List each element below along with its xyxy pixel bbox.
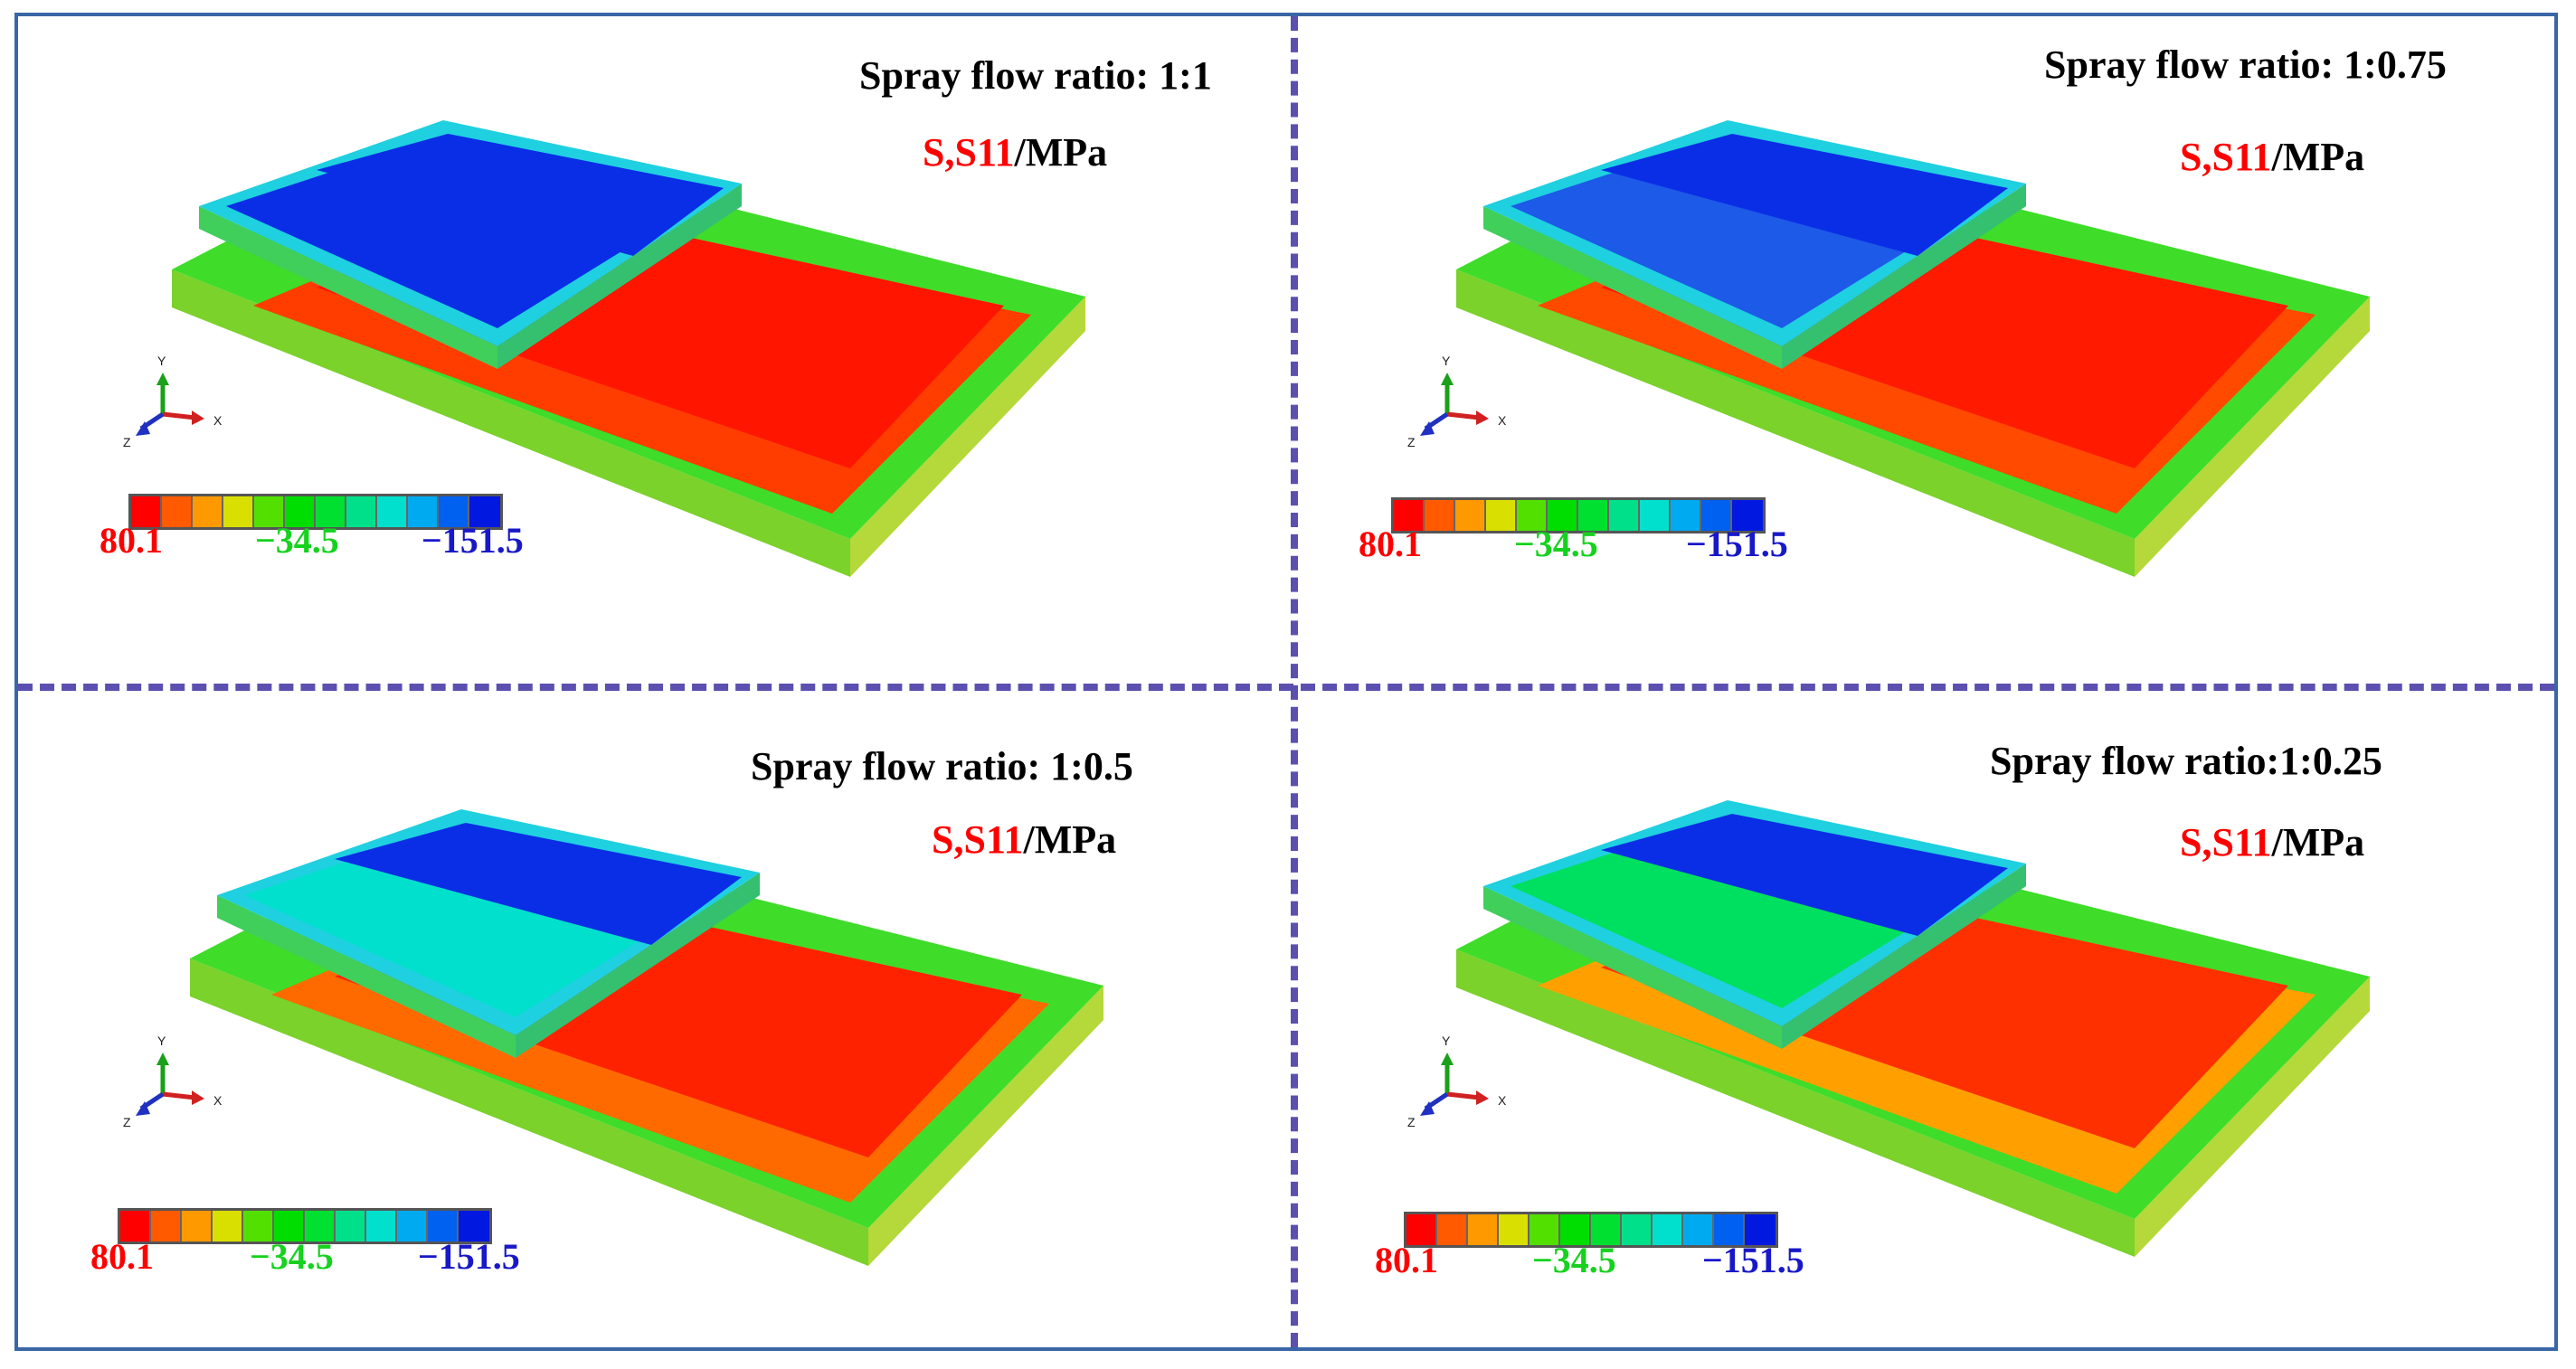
axis-x-label: X xyxy=(1498,413,1507,428)
stress-variable-label: S,S11/MPa xyxy=(2180,135,2365,179)
legend-swatch xyxy=(151,1211,182,1242)
axis-y-label: Y xyxy=(157,354,166,368)
color-legend-bar xyxy=(118,1208,492,1244)
legend-swatch xyxy=(1745,1214,1776,1245)
axis-z-label: Z xyxy=(123,1115,131,1129)
horizontal-divider xyxy=(18,684,2554,691)
axis-z-label: Z xyxy=(1407,435,1416,449)
legend-mid-value: −34.5 xyxy=(250,1236,334,1277)
axis-triad: Y X Z xyxy=(123,354,223,449)
legend-swatch xyxy=(243,1211,274,1242)
legend-swatch xyxy=(1560,1214,1591,1245)
legend-swatch xyxy=(305,1211,336,1242)
legend-swatch xyxy=(1609,500,1640,531)
axis-z-label: Z xyxy=(123,435,131,449)
legend-mid-value: −34.5 xyxy=(255,520,339,561)
stress-contour-plot: Y X Z xyxy=(123,120,1085,577)
axis-y-label: Y xyxy=(1442,1034,1451,1048)
legend-swatch xyxy=(1499,1214,1530,1245)
legend-max-value: 80.1 xyxy=(1359,524,1422,564)
legend-swatch xyxy=(285,496,316,527)
legend-swatch xyxy=(274,1211,305,1242)
legend-swatch xyxy=(316,496,346,527)
legend-swatch xyxy=(1578,500,1609,531)
stress-variable-label: S,S11/MPa xyxy=(932,817,1117,862)
axis-z-label: Z xyxy=(1407,1115,1416,1129)
color-legend-bar xyxy=(1404,1212,1778,1248)
axis-x-label: X xyxy=(1498,1093,1507,1108)
legend-min-value: −151.5 xyxy=(418,1236,520,1277)
legend-swatch xyxy=(213,1211,243,1242)
legend-swatch xyxy=(1455,500,1486,531)
legend-swatch xyxy=(1425,500,1455,531)
legend-swatch xyxy=(120,1211,151,1242)
legend-swatch xyxy=(254,496,285,527)
legend-swatch xyxy=(131,496,162,527)
panel-1-1: Y X Z Spray flow ratio: 1:1 S,S11/MPa 80.1 −34… xyxy=(18,16,1284,676)
legend-max-value: 80.1 xyxy=(1375,1240,1438,1280)
legend-swatch xyxy=(1732,500,1763,531)
legend-swatch xyxy=(1591,1214,1622,1245)
legend-swatch xyxy=(439,496,469,527)
axis-triad: Y X Z xyxy=(123,1034,223,1129)
legend-max-value: 80.1 xyxy=(90,1236,154,1277)
stress-contour-plot: Y X Z xyxy=(1407,120,2370,577)
legend-swatch xyxy=(1406,1214,1437,1245)
legend-swatch xyxy=(1683,1214,1714,1245)
legend-swatch xyxy=(1530,1214,1560,1245)
axis-triad: Y X Z xyxy=(1407,1034,1507,1129)
legend-min-value: −151.5 xyxy=(1702,1240,1804,1280)
legend-swatch xyxy=(336,1211,366,1242)
panel-1-0-5: Y X Z Spray flow ratio: 1:0.5 S,S11/MPa 80.1 −… xyxy=(18,696,1284,1356)
panel-1-0-25: Y X Z Spray flow ratio:1:0.25 S,S11/MPa 80.1 −… xyxy=(1302,696,2569,1356)
legend-swatch xyxy=(1517,500,1548,531)
axis-y-label: Y xyxy=(1442,354,1451,368)
legend-swatch xyxy=(377,496,408,527)
stress-variable-label: S,S11/MPa xyxy=(2180,820,2365,864)
legend-swatch xyxy=(1394,500,1425,531)
panel-title: Spray flow ratio: 1:0.5 xyxy=(751,744,1133,788)
axis-x-label: X xyxy=(213,1093,223,1108)
legend-swatch xyxy=(223,496,254,527)
panel-title: Spray flow ratio: 1:0.75 xyxy=(2044,42,2447,87)
legend-swatch xyxy=(346,496,377,527)
legend-swatch xyxy=(1468,1214,1499,1245)
vertical-divider xyxy=(1291,16,1298,1347)
stress-contour-plot: Y X Z xyxy=(1407,800,2370,1257)
legend-min-value: −151.5 xyxy=(421,520,524,561)
legend-swatch xyxy=(397,1211,428,1242)
color-legend-bar xyxy=(128,494,503,530)
legend-max-value: 80.1 xyxy=(99,520,163,561)
legend-swatch xyxy=(1714,1214,1745,1245)
legend-swatch xyxy=(1622,1214,1653,1245)
legend-swatch xyxy=(1653,1214,1683,1245)
legend-swatch xyxy=(408,496,439,527)
stress-variable-label: S,S11/MPa xyxy=(923,130,1108,175)
axis-triad: Y X Z xyxy=(1407,354,1507,449)
legend-swatch xyxy=(428,1211,459,1242)
legend-swatch xyxy=(1486,500,1517,531)
legend-swatch xyxy=(366,1211,397,1242)
legend-swatch xyxy=(1701,500,1732,531)
stress-contour-plot: Y X Z xyxy=(123,809,1103,1266)
legend-swatch xyxy=(1437,1214,1468,1245)
color-legend-bar xyxy=(1391,497,1766,533)
legend-min-value: −151.5 xyxy=(1686,524,1788,564)
legend-swatch xyxy=(182,1211,213,1242)
panel-1-0-75: Y X Z Spray flow ratio: 1:0.75 S,S11/MPa 80.1… xyxy=(1302,16,2569,676)
axis-x-label: X xyxy=(213,413,223,428)
legend-mid-value: −34.5 xyxy=(1532,1240,1616,1280)
legend-swatch xyxy=(193,496,223,527)
legend-swatch xyxy=(1548,500,1578,531)
legend-swatch xyxy=(469,496,500,527)
legend-swatch xyxy=(459,1211,489,1242)
panel-title: Spray flow ratio:1:0.25 xyxy=(1990,739,2382,783)
legend-swatch xyxy=(162,496,193,527)
axis-y-label: Y xyxy=(157,1034,166,1048)
panel-title: Spray flow ratio: 1:1 xyxy=(859,53,1212,98)
legend-swatch xyxy=(1640,500,1671,531)
legend-swatch xyxy=(1671,500,1701,531)
legend-mid-value: −34.5 xyxy=(1514,524,1598,564)
